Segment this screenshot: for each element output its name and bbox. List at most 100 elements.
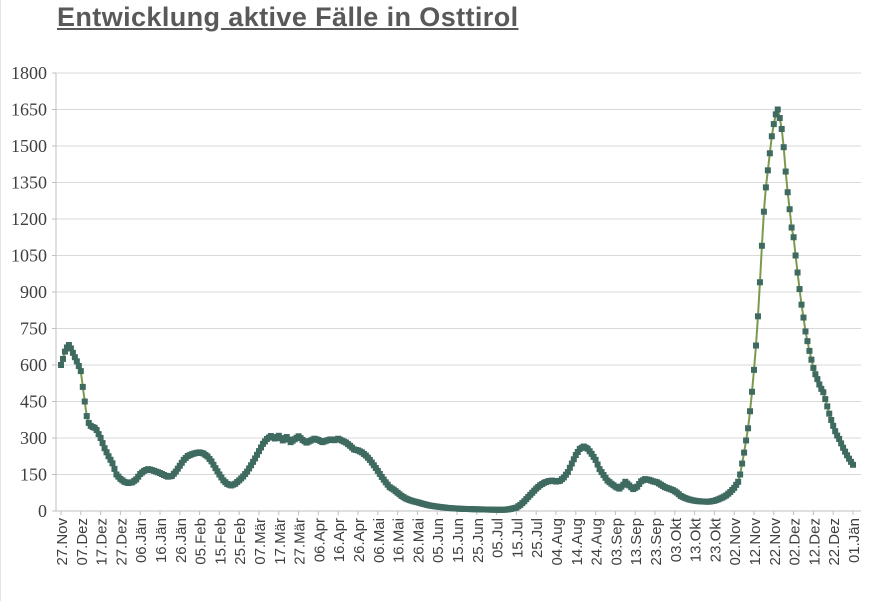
series-marker — [743, 437, 750, 444]
series-marker — [75, 362, 82, 369]
series-marker — [794, 269, 801, 276]
series-marker — [67, 345, 74, 352]
series-marker — [842, 448, 849, 455]
series-marker — [731, 484, 738, 491]
series-marker — [588, 450, 595, 457]
x-tick-label: 05.Jul — [490, 518, 507, 558]
x-tick-label: 26.Mai — [410, 518, 427, 563]
series-marker — [806, 347, 813, 354]
x-tick-label: 01.Jän — [846, 518, 863, 563]
series-marker — [61, 348, 68, 355]
series-marker — [754, 313, 761, 320]
series-marker — [103, 449, 110, 456]
series-marker — [756, 279, 763, 286]
x-tick-label: 14.Aug — [569, 518, 586, 566]
series-marker — [802, 328, 809, 335]
series-marker — [840, 444, 847, 451]
series-marker — [752, 342, 759, 349]
x-tick-label: 27.Nov — [54, 518, 71, 566]
series-line — [60, 108, 854, 511]
series-marker — [739, 460, 746, 467]
series-marker — [59, 355, 66, 362]
series-marker — [244, 468, 251, 475]
x-tick-label: 06.Jän — [133, 518, 150, 563]
series-marker — [808, 356, 815, 363]
x-tick-label: 13.Sep — [628, 518, 645, 566]
series-marker — [760, 208, 767, 215]
series-marker — [566, 464, 573, 471]
series-marker — [788, 224, 795, 231]
series-marker — [776, 115, 783, 122]
y-tick-label: 1200 — [11, 209, 47, 229]
x-tick-label: 25.Jul — [529, 518, 546, 558]
x-tick-label: 03.Okt — [668, 517, 685, 562]
series-marker — [796, 286, 803, 293]
series-marker — [782, 168, 789, 175]
x-tick-label: 12.Nov — [747, 518, 764, 566]
data-markers — [58, 106, 856, 513]
series-marker — [838, 440, 845, 447]
x-tick-label: 23.Okt — [707, 517, 724, 562]
chart-title: Entwicklung aktive Fälle in Osttirol — [57, 2, 519, 32]
series-marker — [741, 449, 748, 456]
y-tick-label: 750 — [20, 319, 47, 339]
y-tick-label: 1800 — [11, 63, 47, 83]
series-marker — [592, 456, 599, 463]
x-tick-label: 02.Dez — [787, 518, 804, 566]
series-marker — [101, 445, 108, 452]
x-tick-label: 06.Mai — [371, 518, 388, 563]
series-marker — [733, 481, 740, 488]
y-tick-label: 0 — [38, 501, 47, 521]
series-marker — [376, 470, 383, 477]
series-marker — [374, 467, 381, 474]
x-tick-label: 16.Apr — [331, 518, 348, 562]
series-marker — [564, 469, 571, 476]
x-tick-label: 27.Dez — [113, 518, 130, 566]
y-tick-label: 150 — [20, 465, 47, 485]
x-tick-label: 16.Mai — [391, 518, 408, 563]
x-tick-label: 22.Dez — [826, 518, 843, 566]
series-marker — [836, 435, 843, 442]
series-marker — [107, 456, 114, 463]
series-marker — [780, 144, 787, 151]
x-tick-label: 17.Dez — [94, 518, 111, 566]
series-marker — [214, 468, 221, 475]
x-tick-label: 02.Nov — [727, 518, 744, 566]
series-marker — [105, 453, 112, 460]
y-tick-label: 600 — [20, 355, 47, 375]
series-marker — [804, 338, 811, 345]
series-marker — [111, 465, 118, 472]
x-tick-label: 05.Feb — [193, 518, 210, 565]
y-tick-label: 450 — [20, 392, 47, 412]
series-marker — [594, 461, 601, 468]
x-tick-label: 12.Dez — [806, 518, 823, 566]
series-marker — [99, 440, 106, 447]
data-line — [60, 108, 854, 511]
series-marker — [800, 314, 807, 321]
x-tick-label: 27.Mär — [292, 518, 309, 565]
series-marker — [83, 413, 90, 420]
series-marker — [758, 242, 765, 249]
series-marker — [768, 133, 775, 140]
y-tick-label: 1050 — [11, 246, 47, 266]
series-marker — [828, 416, 835, 423]
x-tick-label: 07.Mär — [252, 518, 269, 565]
series-marker — [774, 106, 781, 113]
x-tick-label: 17.Mär — [272, 518, 289, 565]
y-tick-label: 900 — [20, 282, 47, 302]
x-tick-label: 26.Apr — [351, 518, 368, 562]
series-marker — [822, 396, 829, 403]
series-marker — [208, 458, 215, 465]
x-tick-label: 07.Dez — [74, 518, 91, 566]
x-tick-label: 23.Sep — [648, 518, 665, 566]
series-marker — [95, 431, 102, 438]
series-marker — [248, 462, 255, 469]
series-marker — [574, 448, 581, 455]
series-marker — [846, 455, 853, 462]
series-marker — [93, 426, 100, 433]
axis-labels: 0 150 300 450 600 750 900 1050 1200 1350 1500 1650 1… — [11, 63, 863, 566]
x-tick-label: 26.Jän — [173, 518, 190, 563]
series-marker — [71, 354, 78, 361]
series-marker — [850, 461, 856, 468]
